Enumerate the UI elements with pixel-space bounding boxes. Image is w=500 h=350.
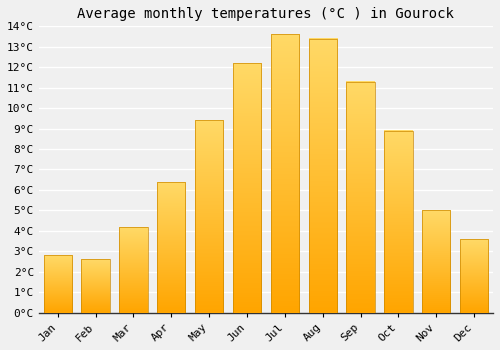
Bar [119,227,148,313]
Bar [157,182,186,313]
Bar [233,63,261,313]
Title: Average monthly temperatures (°C ) in Gourock: Average monthly temperatures (°C ) in Go… [78,7,454,21]
Bar [422,210,450,313]
Bar [308,38,337,313]
Bar [460,239,488,313]
Bar [82,259,110,313]
Bar [44,256,72,313]
Bar [384,131,412,313]
Bar [195,120,224,313]
Bar [346,82,375,313]
Bar [270,34,299,313]
